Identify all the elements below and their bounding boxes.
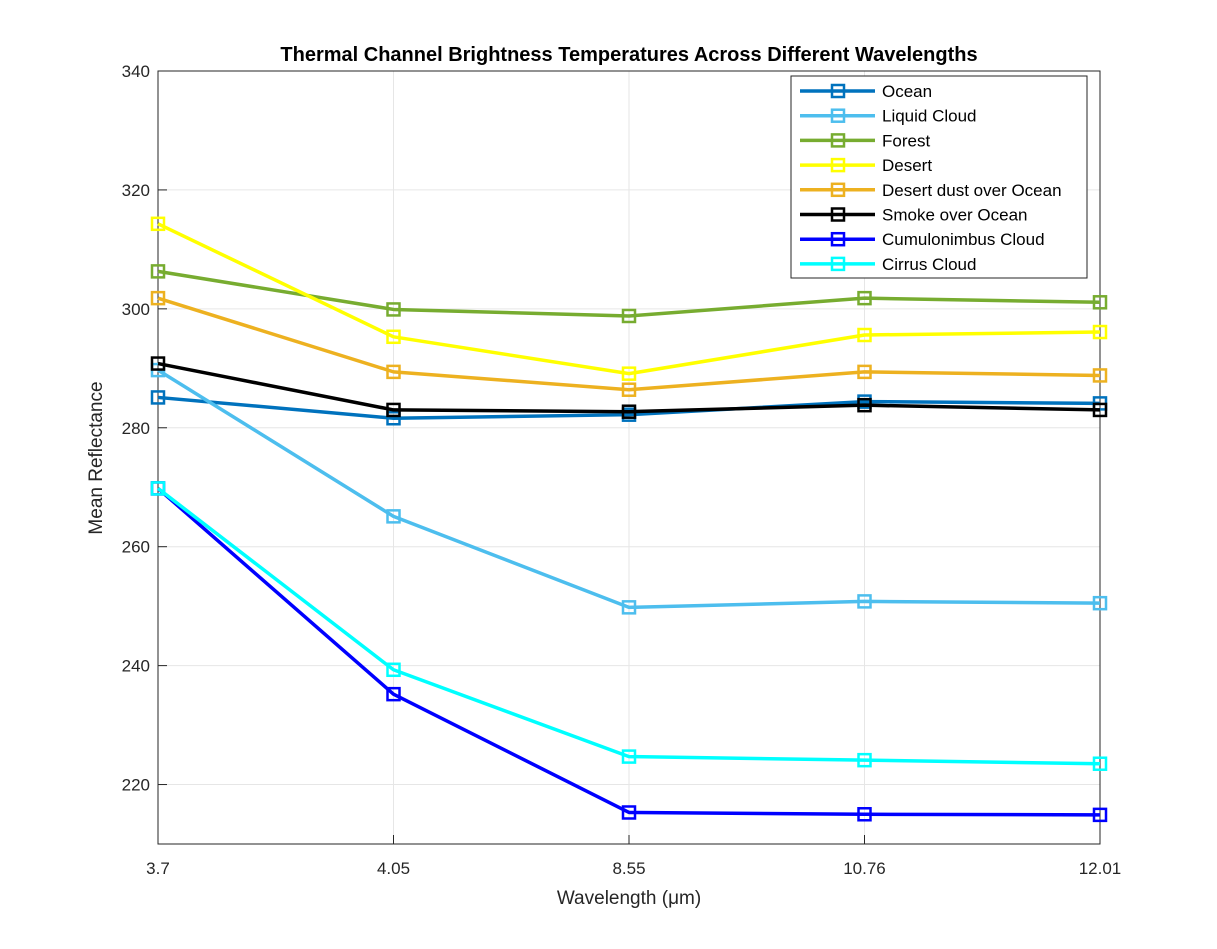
data-point	[386, 364, 401, 380]
legend-label: Cumulonimbus Cloud	[882, 230, 1045, 249]
series-cirrus-cloud	[150, 481, 1108, 771]
y-tick-label: 260	[122, 538, 150, 557]
data-point	[857, 397, 872, 413]
data-point	[857, 752, 872, 768]
legend-entry: Forest	[800, 131, 930, 150]
y-axis-ticks: 220 240 260 280 300 320 340	[122, 62, 167, 795]
data-point	[1092, 595, 1108, 611]
data-point	[621, 382, 637, 397]
data-point	[1092, 807, 1108, 823]
data-point	[150, 290, 166, 306]
x-axis-label: Wavelength (μm)	[557, 888, 701, 909]
data-point	[621, 600, 637, 615]
x-tick-label: 12.01	[1079, 859, 1122, 878]
x-tick-label: 8.55	[612, 859, 645, 878]
y-tick-label: 240	[122, 657, 150, 676]
series-line	[157, 368, 1101, 610]
legend-swatch-marker	[830, 108, 846, 123]
legend-swatch-marker	[830, 133, 846, 148]
legend-entry: Desert	[800, 156, 932, 175]
series-line	[157, 222, 1101, 376]
legend-label: Desert	[882, 156, 932, 175]
y-tick-label: 220	[122, 776, 150, 795]
data-point	[386, 329, 401, 345]
data-point	[857, 364, 872, 380]
y-tick-label: 300	[122, 300, 150, 319]
y-tick-label: 280	[122, 419, 150, 438]
x-tick-label: 4.05	[377, 859, 410, 878]
series-line	[156, 487, 1101, 766]
x-tick-label: 3.7	[146, 859, 170, 878]
data-point	[857, 327, 872, 343]
data-point	[1092, 402, 1108, 418]
data-point	[621, 366, 637, 381]
data-point	[150, 390, 166, 405]
legend: Ocean Liquid Cloud Forest Desert Desert dust…	[790, 75, 1088, 279]
data-point	[150, 216, 166, 232]
legend-label: Liquid Cloud	[882, 107, 977, 126]
y-tick-label: 320	[122, 181, 150, 200]
data-point	[150, 481, 166, 496]
series-line	[157, 296, 1101, 392]
data-point	[621, 749, 637, 764]
legend-label: Ocean	[882, 82, 932, 101]
legend-swatch-marker	[830, 256, 846, 272]
series-desert	[150, 216, 1108, 381]
series-forest	[150, 264, 1108, 324]
legend-swatch-marker	[830, 157, 846, 173]
data-point	[150, 264, 166, 279]
y-tick-label: 340	[122, 62, 150, 81]
series-line	[156, 487, 1101, 817]
series-line	[157, 361, 1101, 414]
data-point	[1092, 368, 1108, 383]
data-point	[150, 356, 166, 371]
legend-swatch-marker	[830, 182, 846, 198]
legend-label: Smoke over Ocean	[882, 206, 1028, 225]
legend-entry: Cirrus Cloud	[800, 255, 976, 274]
legend-label: Cirrus Cloud	[882, 255, 976, 274]
y-axis-label: Mean Reflectance	[86, 381, 107, 534]
legend-entry: Cumulonimbus Cloud	[800, 230, 1045, 249]
data-point	[621, 805, 637, 820]
data-point	[1092, 324, 1108, 340]
data-point	[1092, 756, 1108, 771]
series-smoke-over-ocean	[150, 356, 1108, 419]
legend-swatch-marker	[830, 231, 846, 247]
data-point	[386, 302, 401, 317]
legend-swatch-marker	[830, 83, 846, 99]
x-tick-label: 10.76	[843, 859, 886, 878]
data-point	[857, 290, 872, 306]
data-point	[386, 402, 401, 418]
data-point	[1092, 295, 1108, 310]
data-point	[621, 404, 637, 419]
data-point	[386, 509, 401, 524]
legend-entry: Smoke over Ocean	[800, 206, 1028, 225]
legend-entry: Ocean	[800, 82, 932, 101]
chart-title: Thermal Channel Brightness Temperatures …	[280, 44, 977, 66]
data-point	[386, 411, 401, 426]
series-line	[157, 269, 1101, 318]
data-point	[857, 594, 872, 609]
data-point	[386, 686, 401, 702]
data-point	[857, 807, 872, 822]
series-line	[157, 395, 1101, 421]
legend-swatch-marker	[830, 207, 846, 222]
data-point	[621, 308, 637, 324]
series-desert-dust-over-ocean	[150, 290, 1108, 397]
data-point	[386, 662, 401, 678]
legend-entry: Desert dust over Ocean	[800, 181, 1062, 200]
legend-label: Forest	[882, 131, 930, 150]
series-lines	[150, 216, 1108, 823]
x-axis-ticks: 3.7 4.05 8.55 10.76 12.01	[146, 835, 1121, 878]
legend-label: Desert dust over Ocean	[882, 181, 1062, 200]
legend-entry: Liquid Cloud	[800, 107, 977, 126]
